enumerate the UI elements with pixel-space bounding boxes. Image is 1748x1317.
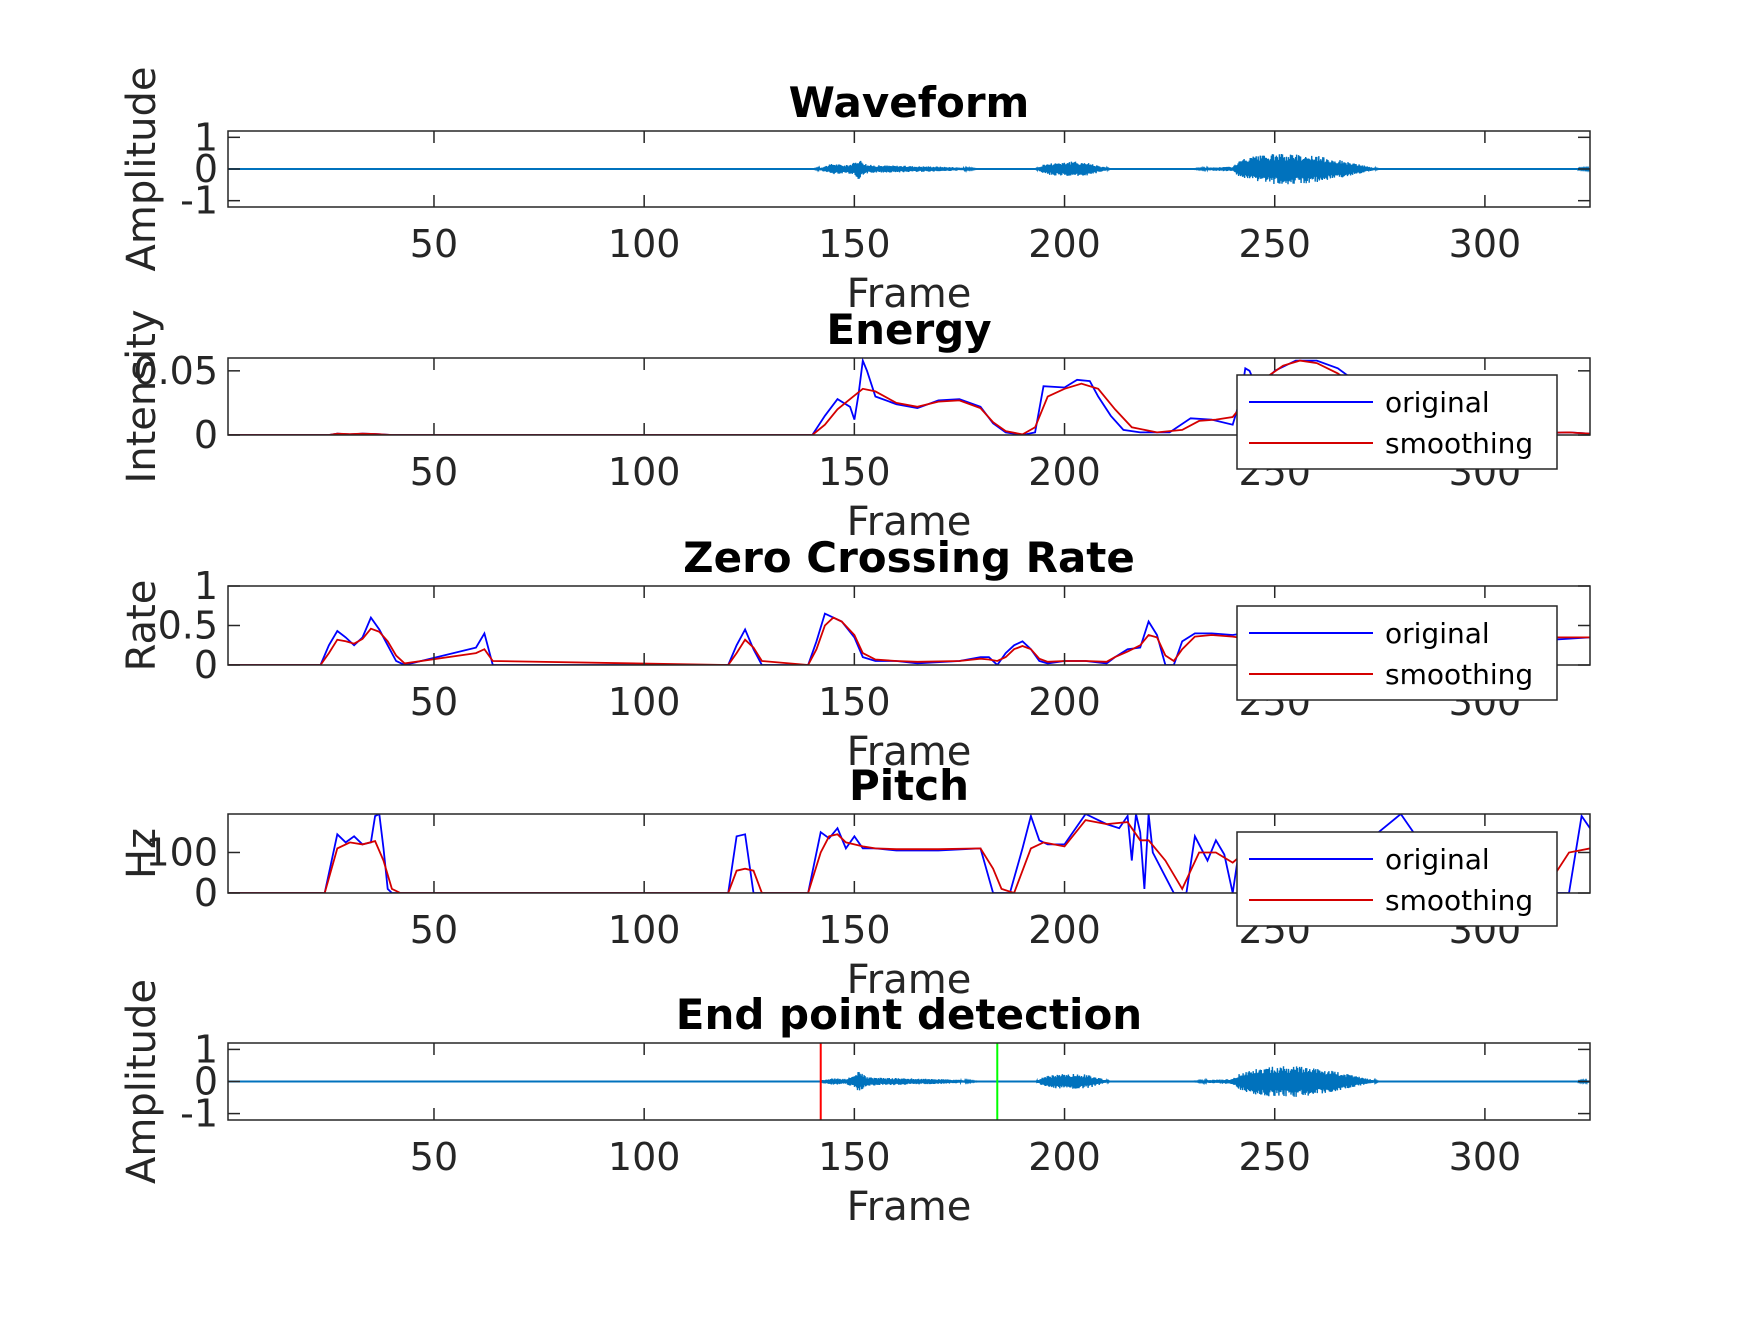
- plot-data: [228, 1066, 1590, 1097]
- x-tick-label: 50: [410, 680, 458, 724]
- legend-label-smoothing: smoothing: [1385, 884, 1533, 917]
- x-tick-label: 150: [818, 222, 891, 266]
- x-tick-label: 200: [1028, 222, 1101, 266]
- y-tick-label: 0.5: [158, 604, 218, 648]
- waveform-segment: [820, 1071, 981, 1091]
- x-tick-label: 50: [410, 222, 458, 266]
- chart-title: Pitch: [849, 761, 969, 810]
- y-tick-label: 0: [194, 871, 218, 915]
- legend: original smoothing: [1236, 605, 1558, 701]
- legend-label-original: original: [1385, 386, 1490, 419]
- y-tick-label: 0: [194, 1060, 218, 1104]
- series-line-smoothing: [228, 616, 1590, 665]
- subplot-5: 50 100 150 200 250 300 -101 End point detection…: [119, 979, 1591, 1230]
- x-tick-label: 150: [818, 1135, 891, 1179]
- waveform-segment: [1190, 1066, 1380, 1097]
- x-tick-label: 200: [1028, 680, 1101, 724]
- axes-box: [227, 813, 1591, 894]
- legend-box: [1236, 605, 1558, 701]
- waveform-segment: [1034, 1073, 1111, 1089]
- y-tick-label: 0: [194, 147, 218, 191]
- y-tick-label: 1: [194, 1027, 218, 1071]
- x-axis-label: Frame: [847, 499, 972, 545]
- y-axis-label: Rate: [119, 580, 165, 672]
- y-tick-label: 100: [145, 830, 218, 874]
- legend-label-original: original: [1385, 843, 1490, 876]
- x-tick-label: 200: [1028, 908, 1101, 952]
- x-tick-label: 300: [1449, 222, 1522, 266]
- x-axis-label: Frame: [847, 729, 972, 775]
- x-tick-label: 150: [818, 908, 891, 952]
- legend: original smoothing: [1236, 374, 1558, 470]
- subplot-2: 50 100 150 200 250 30000.05EnergyFrameIntensi…: [119, 305, 1591, 545]
- y-tick-label: 1: [194, 564, 218, 608]
- x-tick-label: 250: [1238, 222, 1311, 266]
- x-tick-label: 300: [1449, 1135, 1522, 1179]
- legend-box: [1236, 374, 1558, 470]
- chart-title: Energy: [826, 305, 991, 354]
- x-tick-label: 100: [608, 908, 681, 952]
- y-tick-label: 0.05: [133, 349, 218, 393]
- plot-data: [228, 153, 1590, 185]
- y-tick-label: -1: [180, 1092, 218, 1136]
- legend-label-original: original: [1385, 617, 1490, 650]
- x-tick-label: 50: [410, 908, 458, 952]
- x-tick-label: 50: [410, 1135, 458, 1179]
- y-tick-label: 0: [194, 413, 218, 457]
- waveform-segment: [1034, 161, 1111, 176]
- chart-title: Zero Crossing Rate: [683, 533, 1135, 582]
- axes-box: [227, 357, 1591, 436]
- x-tick-label: 200: [1028, 450, 1101, 494]
- series-line-original: [228, 358, 1590, 435]
- chart-title: End point detection: [676, 990, 1142, 1039]
- y-tick-label: 0: [194, 643, 218, 687]
- plot-data: [228, 612, 1590, 665]
- x-tick-label: 250: [1238, 1135, 1311, 1179]
- x-tick-label: 100: [608, 222, 681, 266]
- x-tick-label: 100: [608, 1135, 681, 1179]
- x-axis-label: Frame: [847, 271, 972, 317]
- waveform-segment: [1190, 153, 1380, 185]
- legend-label-smoothing: smoothing: [1385, 427, 1533, 460]
- y-axis-label: Amplitude: [119, 979, 165, 1184]
- x-tick-label: 50: [410, 450, 458, 494]
- y-axis-label: Intensity: [119, 309, 165, 483]
- x-tick-label: 100: [608, 450, 681, 494]
- waveform-segment: [812, 160, 981, 179]
- legend: original smoothing: [1236, 831, 1558, 927]
- y-axis-label: Hz: [119, 828, 165, 879]
- legend-box: [1236, 831, 1558, 927]
- x-axis-label: Frame: [847, 957, 972, 1003]
- chart-title: Waveform: [789, 78, 1030, 127]
- series-line-original: [228, 612, 1590, 665]
- y-axis-label: Amplitude: [119, 67, 165, 272]
- x-tick-label: 150: [818, 680, 891, 724]
- x-axis-label: Frame: [847, 1184, 972, 1230]
- x-tick-label: 150: [818, 450, 891, 494]
- x-tick-label: 200: [1028, 1135, 1101, 1179]
- subplot-1: 50 100 150 200 250 300 -101 Waveform Frame Amplit…: [119, 67, 1591, 317]
- y-tick-label: 1: [194, 115, 218, 159]
- y-tick-label: -1: [180, 179, 218, 223]
- x-tick-label: 100: [608, 680, 681, 724]
- legend-label-smoothing: smoothing: [1385, 658, 1533, 691]
